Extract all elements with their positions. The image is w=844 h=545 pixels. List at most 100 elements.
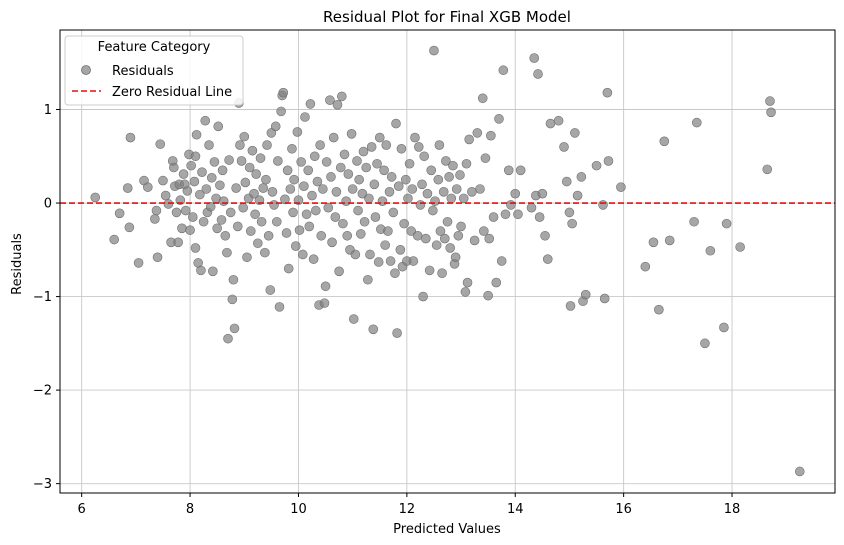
residual-point (526, 202, 537, 213)
residual-point (570, 128, 580, 138)
residual-point (178, 169, 189, 179)
residual-point (216, 215, 227, 225)
residual-point (231, 183, 241, 193)
residual-point (355, 229, 366, 239)
residual-point (510, 188, 521, 199)
residual-point (276, 106, 286, 117)
residual-point (491, 277, 502, 288)
y-axis-title: Residuals (10, 233, 25, 295)
residual-point (407, 184, 418, 194)
residual-point (794, 466, 805, 477)
residual-point (374, 132, 385, 143)
residual-point (456, 221, 466, 232)
residual-point (206, 172, 217, 183)
residual-point (171, 207, 182, 218)
residual-point (297, 249, 308, 260)
residual-point (616, 182, 626, 192)
residual-point (287, 143, 297, 154)
residual-point (335, 162, 346, 173)
residual-point (282, 165, 293, 176)
residual-point (346, 129, 357, 139)
residual-point (263, 230, 274, 241)
residual-point (173, 237, 183, 248)
residual-point (545, 118, 556, 129)
residual-point (325, 95, 335, 105)
residual-point (381, 140, 392, 150)
residual-point (218, 196, 229, 206)
residual-point (187, 212, 198, 222)
legend-label-residuals: Residuals (112, 64, 174, 79)
residual-point (404, 158, 415, 169)
residual-point (559, 142, 569, 152)
residual-point (542, 254, 553, 264)
residual-point (283, 263, 294, 274)
x-axis-title: Predicted Values (393, 522, 501, 537)
residual-point (217, 165, 228, 176)
residual-point (567, 218, 577, 229)
residual-point (247, 145, 258, 156)
residual-point (689, 216, 699, 227)
residual-point (388, 207, 399, 218)
residual-point (307, 190, 317, 201)
residual-point (212, 223, 222, 234)
residual-point (269, 200, 279, 210)
residual-point (603, 156, 614, 166)
residual-points (90, 45, 805, 477)
residual-point (342, 230, 353, 241)
residual-point (339, 149, 350, 160)
y-tick-label: −1 (33, 290, 52, 305)
residual-point (204, 140, 214, 150)
residual-point (445, 243, 456, 253)
residual-point (358, 146, 369, 157)
residual-point (462, 277, 473, 288)
residual-point (236, 156, 247, 166)
residual-point (343, 169, 354, 179)
residual-point (190, 151, 201, 162)
residual-point (352, 156, 362, 166)
residual-point (448, 160, 458, 171)
residual-point (373, 257, 384, 267)
residual-point (477, 93, 488, 104)
residual-point (227, 294, 238, 305)
residual-point (185, 225, 195, 235)
residual-point (249, 188, 259, 199)
residual-point (480, 153, 491, 163)
residual-point (334, 266, 344, 277)
residual-point (354, 174, 364, 185)
residual-point (186, 160, 196, 171)
residual-point (369, 179, 380, 190)
residual-point (384, 187, 395, 197)
residual-point (705, 245, 716, 256)
residual-point (208, 266, 218, 277)
residual-point (300, 112, 310, 122)
residual-point (225, 207, 236, 218)
residual-point (196, 265, 206, 276)
legend-box (64, 35, 244, 106)
residual-point (250, 209, 260, 220)
residual-point (379, 165, 389, 176)
residual-point (494, 114, 504, 124)
residual-point (386, 172, 397, 182)
residual-point (312, 176, 323, 187)
residual-point (273, 156, 283, 166)
residual-point (348, 314, 359, 324)
residual-point (572, 190, 583, 201)
x-tick-label: 10 (290, 502, 307, 517)
residual-point (315, 140, 325, 150)
residual-point (472, 128, 483, 138)
residual-point (419, 151, 429, 162)
residual-point (296, 157, 306, 167)
residual-point (461, 158, 472, 169)
residual-point (163, 199, 174, 209)
residual-point (451, 184, 462, 194)
residual-point (278, 87, 289, 98)
residual-point (591, 160, 602, 171)
residual-point (319, 298, 330, 308)
residual-point (337, 91, 347, 102)
residual-point (180, 205, 191, 216)
residual-point (410, 132, 420, 143)
residual-point (260, 247, 270, 258)
legend: Feature Category Residuals Zero Residual… (64, 35, 244, 106)
residual-point (205, 201, 216, 212)
residual-point (267, 187, 278, 197)
